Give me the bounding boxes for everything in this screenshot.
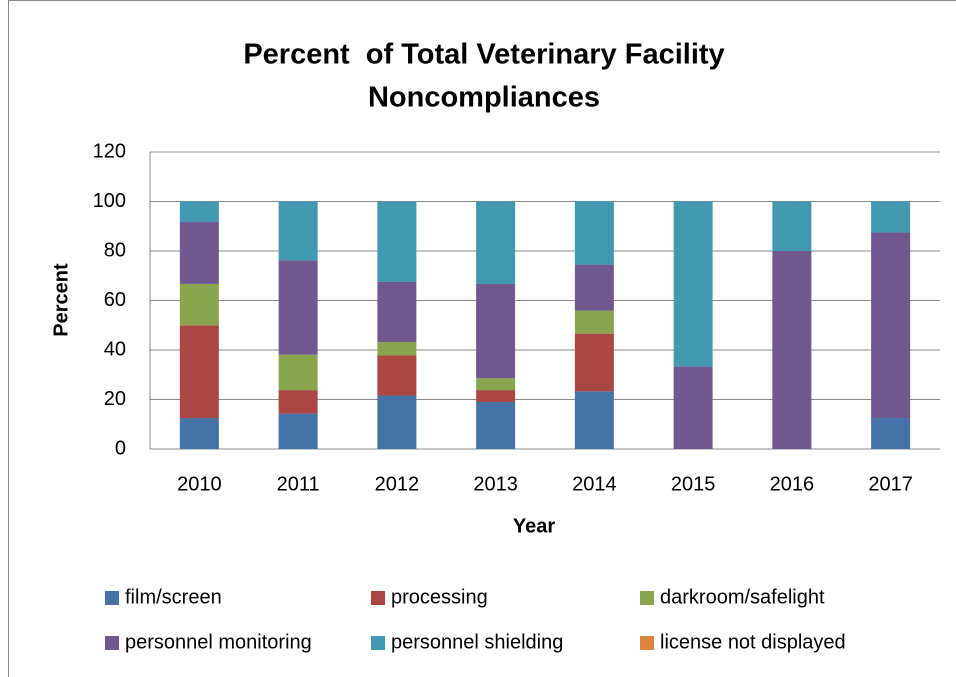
bar-segment [278, 354, 318, 391]
bar-segment [476, 283, 516, 379]
y-tick-label: 100 [93, 190, 126, 212]
bar-segment [871, 201, 911, 233]
bar-segment [278, 260, 318, 355]
y-tick-label: 120 [93, 140, 126, 162]
legend-swatch [105, 591, 119, 605]
legend-label: processing [391, 586, 488, 608]
x-tick-label: 2015 [671, 473, 716, 495]
x-tick-label: 2014 [572, 473, 617, 495]
x-tick-label: 2010 [177, 473, 222, 495]
bar-segment [179, 222, 219, 284]
x-tick-label: 2013 [473, 473, 518, 495]
legend-swatch [371, 636, 385, 650]
bar-segment [673, 366, 713, 449]
bar-segment [574, 264, 614, 311]
legend-swatch [105, 636, 119, 650]
x-tick-label: 2011 [277, 473, 320, 495]
y-axis-title: Percent [50, 263, 72, 337]
bar-segment [278, 413, 318, 449]
legend-swatch [640, 636, 654, 650]
bar-segment [574, 391, 614, 449]
bar-segment [377, 395, 417, 449]
legend-swatch [640, 591, 654, 605]
bar-segment [377, 281, 417, 343]
y-tick-label: 0 [115, 437, 126, 459]
x-tick-label: 2017 [868, 473, 913, 495]
bar-segment [772, 251, 812, 449]
y-tick-label: 60 [104, 289, 126, 311]
legend-label: film/screen [125, 586, 222, 608]
bar-segment [476, 390, 516, 402]
bar-segment [476, 201, 516, 284]
bar-segment [179, 418, 219, 449]
y-tick-label: 20 [104, 388, 126, 410]
y-tick-label: 80 [104, 239, 126, 261]
bar-segment [673, 201, 713, 367]
bar-segment [772, 201, 812, 251]
bar-segment [574, 310, 614, 334]
bar-segment [278, 201, 318, 261]
y-tick-label: 40 [104, 338, 126, 360]
x-tick-label: 2012 [375, 473, 420, 495]
x-tick-label: 2016 [770, 473, 815, 495]
legend-label: personnel shielding [391, 631, 563, 653]
bar-segment [179, 201, 219, 223]
bar-segment [377, 355, 417, 396]
legend-label: darkroom/safelight [660, 586, 825, 608]
legend-swatch [371, 591, 385, 605]
bar-segment [871, 232, 911, 419]
bar-segment [179, 283, 219, 326]
chart-title: Noncompliances [368, 82, 600, 114]
bar-segment [871, 418, 911, 449]
bar-segment [278, 390, 318, 414]
bar-segment [377, 342, 417, 356]
bar-segment [476, 401, 516, 449]
bar-segment [476, 378, 516, 391]
legend-label: license not displayed [660, 631, 846, 653]
x-axis-title: Year [513, 515, 555, 537]
bar-segment [574, 333, 614, 392]
bar-segment [179, 325, 219, 419]
bar-segment [574, 201, 614, 265]
legend-label: personnel monitoring [125, 631, 312, 653]
bar-segment [377, 201, 417, 282]
chart-title: Percent of Total Veterinary Facility [243, 39, 724, 71]
